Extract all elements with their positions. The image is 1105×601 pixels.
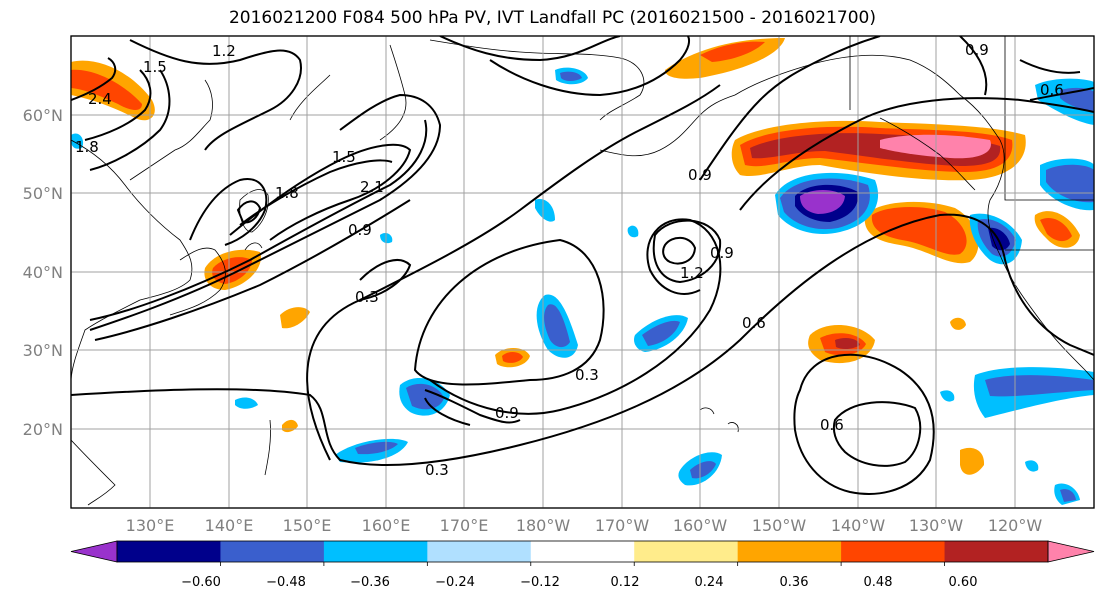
colorbar-frame (116, 540, 1049, 563)
contour-label: 0.9 (710, 244, 734, 262)
graticule (71, 36, 1094, 508)
contour-label: 0.9 (495, 404, 519, 422)
colorbar-extend-low (70, 540, 118, 563)
colorbar-tick-label: −0.48 (266, 575, 306, 590)
colorbar-tick-label: 0.36 (780, 575, 809, 590)
lat-label: 60°N (23, 106, 63, 125)
contour-label: 1.8 (275, 184, 299, 202)
colorbar-tick-label: −0.12 (520, 575, 560, 590)
contour-label: 1.8 (75, 138, 99, 156)
lon-label: 130°E (126, 516, 175, 535)
contour-labels: 0.3 0.3 0.3 0.6 0.6 0.6 0.9 0.9 0.9 0.9 … (75, 41, 1064, 479)
contour-label: 0.6 (820, 416, 844, 434)
colorbar-segment (427, 541, 532, 562)
latitude-labels: 60°N 50°N 40°N 30°N 20°N (23, 106, 63, 439)
pv-contours (71, 36, 1094, 495)
lon-label: 160°E (362, 516, 411, 535)
contour-label: 0.3 (355, 288, 379, 306)
colorbar-segment (323, 541, 428, 562)
colorbar-tick-label: −0.36 (350, 575, 390, 590)
colorbar-segment (737, 541, 842, 562)
lon-label: 140°W (831, 516, 886, 535)
lat-label: 20°N (23, 420, 63, 439)
lon-label: 120°W (988, 516, 1043, 535)
colorbar-tick-label: 0.48 (864, 575, 893, 590)
lon-label: 170°E (440, 516, 489, 535)
contour-label: 2.4 (88, 90, 112, 108)
lon-label: 150°E (283, 516, 332, 535)
colorbar-segment (944, 541, 1049, 562)
colorbar-segment (841, 541, 946, 562)
contour-label: 0.3 (425, 461, 449, 479)
contour-label: 0.9 (348, 221, 372, 239)
map-layers: 0.3 0.3 0.3 0.6 0.6 0.6 0.9 0.9 0.9 0.9 … (71, 36, 1094, 508)
contour-label: 0.9 (688, 166, 712, 184)
map-title: 2016021200 F084 500 hPa PV, IVT Landfall… (228, 8, 876, 28)
anomaly-shading (71, 38, 1094, 505)
lat-label: 50°N (23, 184, 63, 203)
lon-label: 140°E (205, 516, 254, 535)
contour-label: 0.3 (575, 366, 599, 384)
colorbar-tick-label: −0.24 (435, 575, 475, 590)
colorbar-segment (117, 541, 221, 562)
contour-label: 1.5 (143, 58, 167, 76)
contour-label: 0.6 (742, 314, 766, 332)
colorbar-extend-high (1047, 540, 1095, 563)
lon-label: 170°W (595, 516, 650, 535)
lon-label: 130°W (909, 516, 964, 535)
colorbar-tick-labels: −0.60 −0.48 −0.36 −0.24 −0.12 0.12 0.24 … (181, 575, 977, 590)
lon-label: 150°W (752, 516, 807, 535)
contour-label: 0.9 (965, 41, 989, 59)
colorbar (70, 540, 1095, 566)
contour-label: 1.5 (332, 148, 356, 166)
colorbar-tick-label: 0.12 (611, 575, 640, 590)
lon-label: 160°W (673, 516, 728, 535)
contour-label: 0.6 (1040, 81, 1064, 99)
colorbar-segment (634, 541, 739, 562)
coastlines (71, 36, 1094, 506)
colorbar-segment (220, 541, 325, 562)
colorbar-tick-label: −0.60 (181, 575, 221, 590)
contour-label: 1.2 (680, 264, 704, 282)
lat-label: 30°N (23, 341, 63, 360)
colorbar-segment (530, 541, 635, 562)
colorbar-tick-label: 0.60 (949, 575, 978, 590)
contour-label: 1.2 (212, 42, 236, 60)
lon-label: 180°W (516, 516, 571, 535)
longitude-labels: 130°E 140°E 150°E 160°E 170°E 180°W 170°… (126, 516, 1043, 535)
colorbar-tick-label: 0.24 (695, 575, 724, 590)
lat-label: 40°N (23, 263, 63, 282)
contour-label: 2.1 (360, 178, 384, 196)
